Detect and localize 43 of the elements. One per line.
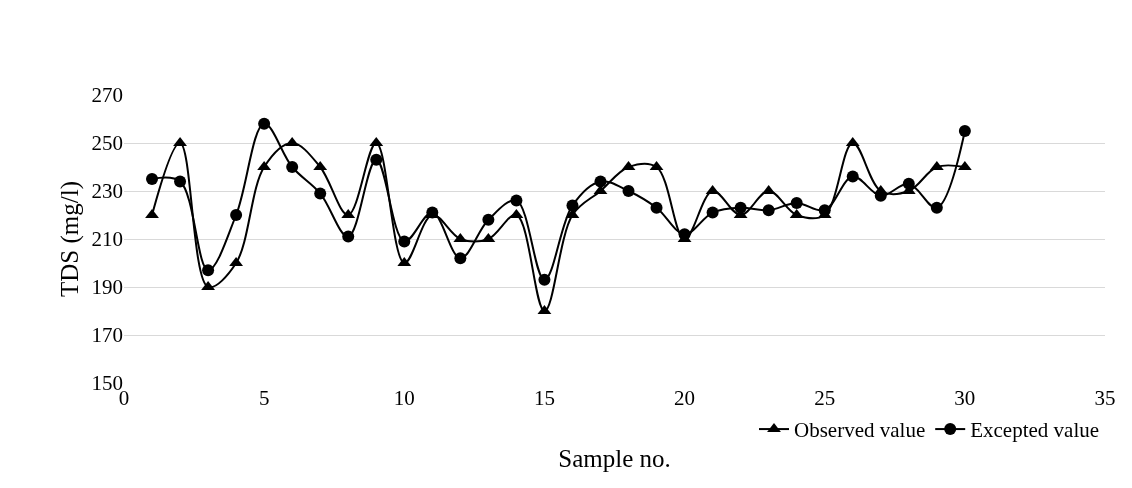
point [594, 175, 607, 188]
x-tick-label: 5 [258, 386, 270, 410]
point [398, 235, 411, 248]
x-tick-label: 15 [533, 386, 555, 410]
legend-label: Observed value [794, 418, 926, 443]
point [482, 213, 495, 226]
x-tick-label: 20 [674, 386, 696, 410]
y-tick-label: 170 [91, 323, 123, 348]
point [790, 197, 803, 209]
point [538, 273, 551, 286]
point [202, 264, 215, 277]
point [762, 204, 775, 217]
point [510, 194, 523, 207]
point [174, 175, 187, 188]
y-tick-label: 210 [91, 227, 123, 252]
x-tick-label: 35 [1094, 386, 1116, 410]
point [454, 252, 467, 265]
x-tick-label: 10 [393, 386, 415, 410]
y-tick-label: 230 [91, 179, 123, 204]
point [286, 161, 299, 173]
point [314, 187, 327, 200]
point [734, 201, 747, 214]
y-axis-title: TDS (mg/l) [56, 181, 85, 297]
x-axis-title: Sample no. [558, 445, 671, 472]
point [846, 170, 859, 183]
y-tick-label: 250 [91, 131, 123, 156]
y-tick-label: 270 [91, 83, 123, 108]
point [930, 201, 943, 214]
x-tick-label: 30 [954, 386, 976, 410]
point [958, 125, 971, 137]
point [622, 185, 635, 197]
point [706, 206, 719, 219]
legend-label: Excepted value [970, 418, 1100, 443]
x-tick-label: 25 [814, 386, 836, 410]
point [342, 230, 355, 243]
y-tick-label: 190 [91, 275, 123, 300]
point [258, 117, 271, 130]
point [650, 201, 663, 214]
point [370, 153, 383, 166]
point [230, 209, 243, 221]
point [566, 199, 579, 212]
point [146, 173, 159, 185]
point [902, 177, 915, 190]
